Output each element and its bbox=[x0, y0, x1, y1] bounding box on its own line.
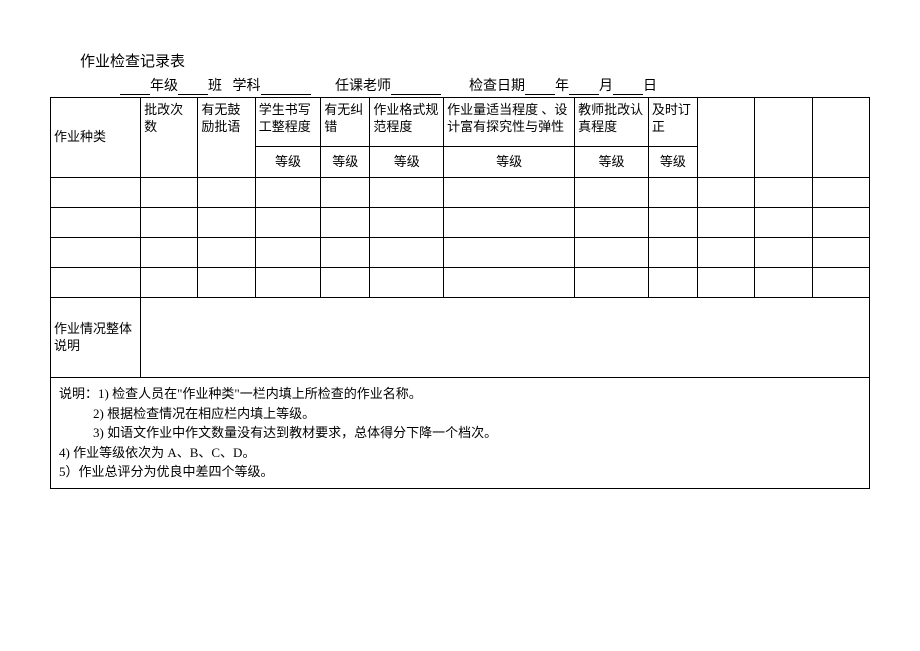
cell bbox=[141, 268, 198, 298]
cell bbox=[755, 238, 812, 268]
month-label: 月 bbox=[599, 79, 613, 94]
cell bbox=[51, 268, 141, 298]
cell bbox=[51, 208, 141, 238]
document-title: 作业检查记录表 bbox=[80, 50, 870, 71]
data-row-2 bbox=[51, 208, 870, 238]
header-writing: 学生书写工整程度 bbox=[255, 98, 321, 147]
grade-blank bbox=[120, 94, 150, 95]
form-header-line: 年级 班 学科 任课老师 检查日期 年 月 日 bbox=[120, 75, 870, 95]
cell bbox=[444, 178, 575, 208]
cell bbox=[255, 268, 321, 298]
cell bbox=[198, 208, 255, 238]
month-blank bbox=[569, 94, 599, 95]
cell bbox=[648, 208, 697, 238]
day-label: 日 bbox=[643, 79, 657, 94]
cell bbox=[812, 238, 869, 268]
grade-correction: 等级 bbox=[321, 147, 370, 178]
notes-cell: 说明：1) 检查人员在"作业种类"一栏内填上所检查的作业名称。 2) 根据检查情… bbox=[51, 378, 870, 489]
subject-label: 学科 bbox=[233, 79, 261, 94]
cell bbox=[198, 178, 255, 208]
data-row-3 bbox=[51, 238, 870, 268]
header-encourage: 有无鼓励批语 bbox=[198, 98, 255, 178]
header-row-1: 作业种类 批改次数 有无鼓励批语 学生书写工整程度 有无纠错 作业格式规范程度 … bbox=[51, 98, 870, 147]
header-amount: 作业量适当程度 、设计富有探究性与弹性 bbox=[444, 98, 575, 147]
subject-blank bbox=[261, 94, 311, 95]
year-blank bbox=[525, 94, 555, 95]
cell bbox=[370, 238, 444, 268]
cell bbox=[697, 268, 754, 298]
grade-format: 等级 bbox=[370, 147, 444, 178]
cell bbox=[755, 208, 812, 238]
cell bbox=[51, 238, 141, 268]
cell bbox=[697, 208, 754, 238]
cell bbox=[755, 178, 812, 208]
cell bbox=[648, 268, 697, 298]
note-4: 4) 作业等级依次为 A、B、C、D。 bbox=[59, 443, 861, 463]
header-teacher: 教师批改认真程度 bbox=[575, 98, 649, 147]
note-3: 3) 如语文作业中作文数量没有达到教材要求，总体得分下降一个档次。 bbox=[59, 423, 861, 443]
summary-row: 作业情况整体说明 bbox=[51, 298, 870, 378]
header-type: 作业种类 bbox=[51, 98, 141, 178]
grade-label: 年级 bbox=[150, 79, 178, 94]
cell bbox=[575, 268, 649, 298]
cell bbox=[141, 178, 198, 208]
cell bbox=[444, 268, 575, 298]
cell bbox=[370, 208, 444, 238]
cell bbox=[444, 208, 575, 238]
teacher-blank bbox=[391, 94, 441, 95]
header-timely: 及时订正 bbox=[648, 98, 697, 147]
cell bbox=[321, 208, 370, 238]
cell bbox=[255, 178, 321, 208]
cell bbox=[198, 268, 255, 298]
cell bbox=[575, 238, 649, 268]
cell bbox=[697, 178, 754, 208]
cell bbox=[648, 238, 697, 268]
cell bbox=[575, 178, 649, 208]
grade-amount: 等级 bbox=[444, 147, 575, 178]
date-label: 检查日期 bbox=[469, 79, 525, 94]
cell bbox=[812, 268, 869, 298]
header-correction: 有无纠错 bbox=[321, 98, 370, 147]
data-row-1 bbox=[51, 178, 870, 208]
cell bbox=[321, 268, 370, 298]
cell bbox=[812, 208, 869, 238]
cell bbox=[575, 208, 649, 238]
grade-teacher: 等级 bbox=[575, 147, 649, 178]
cell bbox=[444, 238, 575, 268]
cell bbox=[255, 208, 321, 238]
grade-writing: 等级 bbox=[255, 147, 321, 178]
cell bbox=[648, 178, 697, 208]
inspection-table: 作业种类 批改次数 有无鼓励批语 学生书写工整程度 有无纠错 作业格式规范程度 … bbox=[50, 97, 870, 489]
day-blank bbox=[613, 94, 643, 95]
cell bbox=[755, 268, 812, 298]
cell bbox=[51, 178, 141, 208]
grade-timely: 等级 bbox=[648, 147, 697, 178]
cell bbox=[255, 238, 321, 268]
cell bbox=[370, 268, 444, 298]
cell bbox=[812, 178, 869, 208]
notes-row: 说明：1) 检查人员在"作业种类"一栏内填上所检查的作业名称。 2) 根据检查情… bbox=[51, 378, 870, 489]
cell bbox=[141, 238, 198, 268]
year-label: 年 bbox=[555, 79, 569, 94]
note-5: 5）作业总评分为优良中差四个等级。 bbox=[59, 462, 861, 482]
cell bbox=[141, 208, 198, 238]
note-1: 说明：1) 检查人员在"作业种类"一栏内填上所检查的作业名称。 bbox=[59, 384, 861, 404]
class-blank bbox=[178, 94, 208, 95]
summary-content bbox=[141, 298, 870, 378]
cell bbox=[321, 178, 370, 208]
cell bbox=[697, 238, 754, 268]
note-2: 2) 根据检查情况在相应栏内填上等级。 bbox=[59, 404, 861, 424]
cell bbox=[198, 238, 255, 268]
header-extra-2 bbox=[755, 98, 812, 178]
header-count: 批改次数 bbox=[141, 98, 198, 178]
header-format: 作业格式规范程度 bbox=[370, 98, 444, 147]
cell bbox=[370, 178, 444, 208]
summary-label: 作业情况整体说明 bbox=[51, 298, 141, 378]
cell bbox=[321, 238, 370, 268]
teacher-label: 任课老师 bbox=[335, 79, 391, 94]
class-label: 班 bbox=[208, 79, 222, 94]
header-extra-3 bbox=[812, 98, 869, 178]
data-row-4 bbox=[51, 268, 870, 298]
header-extra-1 bbox=[697, 98, 754, 178]
